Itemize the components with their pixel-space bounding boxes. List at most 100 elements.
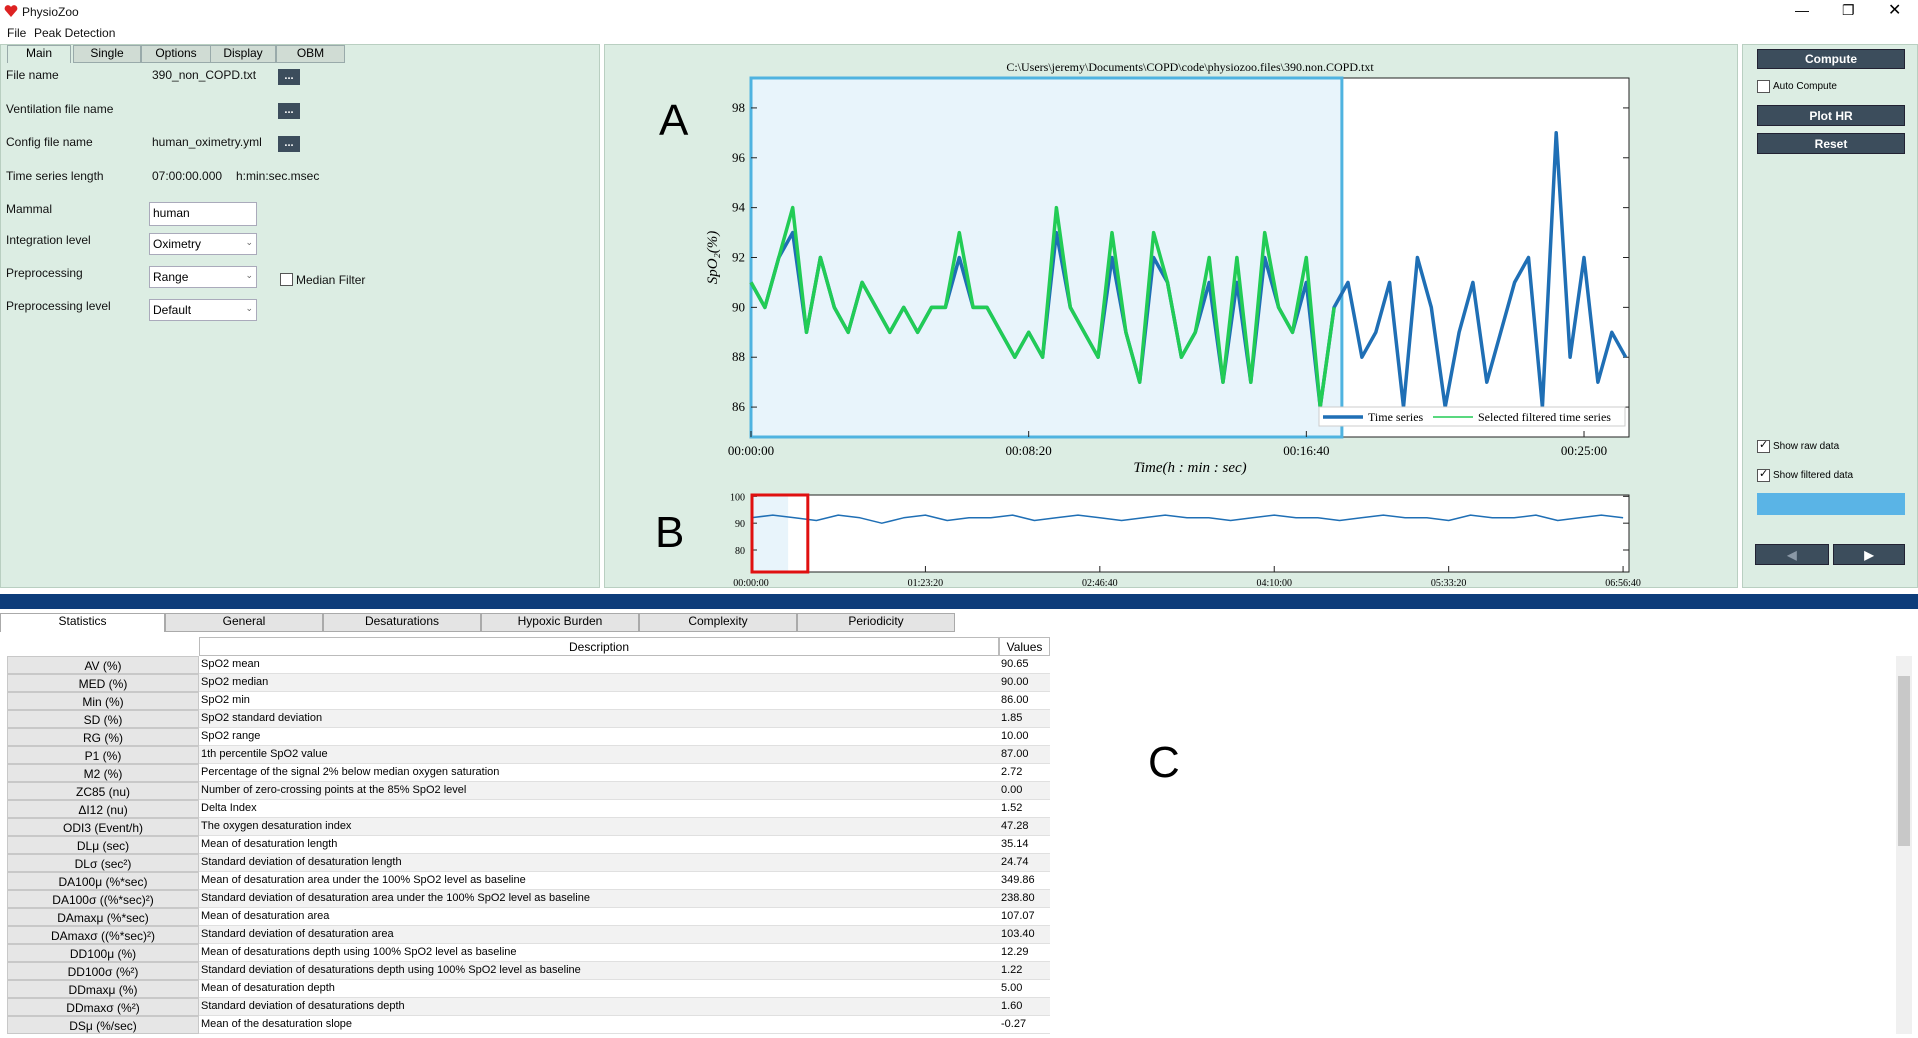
dropdown[interactable]: Default ⌄	[149, 299, 257, 321]
checkbox-label: Show raw data	[1773, 441, 1840, 452]
tab[interactable]: Complexity	[639, 613, 797, 632]
tab[interactable]: OBM	[276, 45, 345, 63]
unit-label: h:min:sec.msec	[236, 169, 320, 183]
row-header: DAmaxμ (%*sec)	[7, 908, 199, 926]
plot-area	[750, 494, 1630, 573]
browse-button[interactable]: ...	[278, 69, 300, 85]
table-cell: 10.00	[999, 728, 1050, 746]
table-cell: -0.27	[999, 1016, 1050, 1034]
y-tick-label: 94	[732, 200, 746, 215]
dropdown-arrow[interactable]: ⌄	[245, 270, 253, 280]
table-cell: Percentage of the signal 2% below median…	[199, 764, 999, 782]
button[interactable]: Compute	[1757, 49, 1905, 69]
tab[interactable]: Statistics	[0, 613, 165, 632]
row-header: DAmaxσ ((%*sec)²)	[7, 926, 199, 944]
button[interactable]: Plot HR	[1757, 105, 1905, 126]
button[interactable]: Reset	[1757, 133, 1905, 154]
row-header: P1 (%)	[7, 746, 199, 764]
x-tick-label: 05:33:20	[1431, 578, 1467, 589]
row-header: DSμ (%/sec)	[7, 1016, 199, 1034]
annotation: C	[1148, 738, 1180, 787]
x-tick-label: 00:08:20	[1006, 443, 1052, 458]
scroll-thumb[interactable]	[1898, 676, 1910, 846]
y-tick-label: 86	[732, 399, 746, 414]
checkbox-label: Show filtered data	[1773, 470, 1854, 481]
table-cell: Mean of desaturation depth	[199, 980, 999, 998]
minimize-button[interactable]: —	[1795, 2, 1809, 18]
y-tick-label: 88	[732, 349, 745, 364]
tab[interactable]: Main	[7, 45, 71, 63]
tab[interactable]: Single	[73, 45, 141, 63]
dropdown[interactable]: Range ⌄	[149, 266, 257, 288]
checkbox[interactable]	[1757, 80, 1770, 93]
scrollbar[interactable]	[1896, 656, 1912, 1034]
tab[interactable]: General	[165, 613, 323, 632]
field-value: 390_non_COPD.txt	[152, 68, 257, 82]
prev-button[interactable]: ◀	[1755, 544, 1829, 565]
row-header: DA100μ (%*sec)	[7, 872, 199, 890]
window-title: PhysioZoo	[22, 5, 79, 19]
series-line	[749, 205, 1336, 409]
table-cell: 5.00	[999, 980, 1050, 998]
table-cell: 0.00	[999, 782, 1050, 800]
row-header: DD100μ (%)	[7, 944, 199, 962]
browse-button[interactable]: ...	[278, 103, 300, 119]
dropdown[interactable]: Oximetry ⌄	[149, 233, 257, 255]
restore-button[interactable]: ❐	[1842, 2, 1855, 18]
tab[interactable]: Display	[210, 45, 276, 63]
menu-item[interactable]: Peak Detection	[34, 26, 116, 40]
splitter	[0, 594, 1918, 609]
table-cell: 238.80	[999, 890, 1050, 908]
checkbox-label: Auto Compute	[1773, 81, 1837, 92]
menu-item[interactable]: File	[7, 26, 27, 40]
table-cell: Standard deviation of desaturation area	[199, 926, 999, 944]
table-cell: SpO2 mean	[199, 656, 999, 674]
tab[interactable]: Options	[141, 45, 211, 63]
x-tick-label: 06:56:40	[1605, 578, 1641, 589]
table-cell: Mean of desaturations depth using 100% S…	[199, 944, 999, 962]
checkbox[interactable]: ✓	[1757, 468, 1770, 482]
table-cell: 47.28	[999, 818, 1050, 836]
table-cell: SpO2 median	[199, 674, 999, 692]
field-label: Preprocessing	[6, 266, 83, 280]
table-cell: 107.07	[999, 908, 1050, 926]
table-header: Values	[999, 637, 1050, 656]
app-icon	[4, 5, 18, 17]
table-cell: 349.86	[999, 872, 1050, 890]
tab[interactable]: Periodicity	[797, 613, 955, 632]
table-cell: Number of zero-crossing points at the 85…	[199, 782, 999, 800]
checkbox[interactable]: ✓	[1757, 439, 1770, 453]
row-header: DLμ (sec)	[7, 836, 199, 854]
dropdown-arrow[interactable]: ⌄	[245, 303, 253, 313]
table-cell: SpO2 min	[199, 692, 999, 710]
table-cell: Standard deviation of desaturation area …	[199, 890, 999, 908]
row-header: DDmaxμ (%)	[7, 980, 199, 998]
close-button[interactable]: ✕	[1888, 2, 1902, 19]
row-header: SD (%)	[7, 710, 199, 728]
table-cell: Standard deviation of desaturation lengt…	[199, 854, 999, 872]
x-tick-label: 00:16:40	[1283, 443, 1329, 458]
table-cell: 24.74	[999, 854, 1050, 872]
annotation: B	[655, 508, 685, 557]
table-cell: Standard deviation of desaturations dept…	[199, 998, 999, 1016]
legend-label: Time series	[1368, 410, 1424, 424]
field-value: 07:00:00.000	[152, 169, 223, 183]
text-input[interactable]: human	[149, 202, 257, 226]
x-tick-label: 00:00:00	[733, 578, 769, 589]
next-button[interactable]: ▶	[1833, 544, 1905, 565]
tab[interactable]: Hypoxic Burden	[481, 613, 639, 632]
table-cell: 12.29	[999, 944, 1050, 962]
row-header: ODI3 (Event/h)	[7, 818, 199, 836]
table-cell: 1.85	[999, 710, 1050, 728]
table-cell: Mean of desaturation area under the 100%…	[199, 872, 999, 890]
table-cell: Delta Index	[199, 800, 999, 818]
y-tick-label: 90	[735, 519, 745, 530]
field-label: File name	[6, 68, 59, 82]
checkbox[interactable]	[280, 273, 293, 286]
dropdown-arrow[interactable]: ⌄	[245, 237, 253, 247]
browse-button[interactable]: ...	[278, 136, 300, 152]
y-tick-label: 90	[732, 299, 745, 314]
tab[interactable]: Desaturations	[323, 613, 481, 632]
table-cell: SpO2 standard deviation	[199, 710, 999, 728]
table-cell: The oxygen desaturation index	[199, 818, 999, 836]
